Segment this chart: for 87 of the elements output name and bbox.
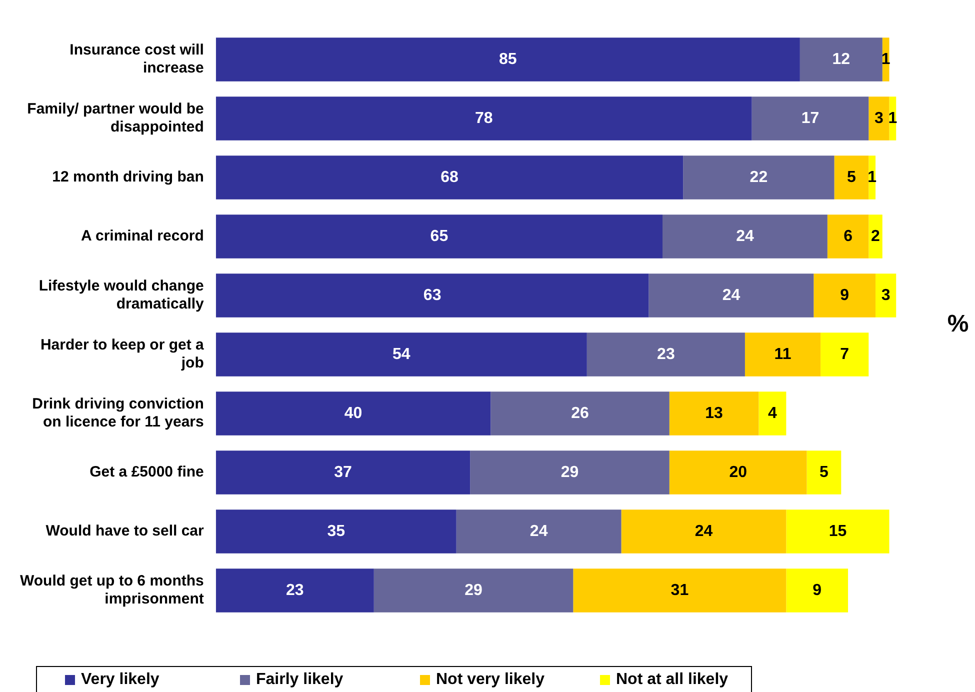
y-tick-label: Lifestyle would change dramatically (38, 278, 205, 313)
bar (573, 568, 786, 612)
data-label: 63 (423, 286, 442, 304)
data-label: 9 (812, 582, 822, 599)
y-tick-label: Would get up to 6 months imprisonment (20, 572, 204, 608)
data-label: 7 (840, 346, 850, 363)
y-tick-label: Drink driving conviction on licence for 11 years (32, 396, 204, 431)
bar (216, 450, 470, 494)
y-tick-label: Would have to sell car (46, 522, 204, 540)
bar (758, 392, 786, 436)
bar (216, 392, 491, 436)
bar (669, 392, 759, 436)
bar (216, 274, 649, 318)
data-label: 9 (840, 286, 850, 304)
data-label: 6 (844, 228, 853, 245)
bar (216, 214, 663, 258)
bar (662, 214, 828, 258)
data-label: 11 (774, 346, 792, 363)
data-label: 35 (327, 522, 346, 540)
data-label: 78 (474, 110, 493, 127)
bar (814, 274, 876, 318)
y-tick-label: A criminal record (81, 228, 204, 245)
bar (216, 156, 684, 200)
data-label: 65 (430, 228, 448, 245)
data-label: 4 (768, 404, 777, 422)
bar (683, 156, 834, 200)
y-tick-label: Family/ partner would be disappointed (27, 100, 204, 136)
data-label: 23 (286, 582, 304, 599)
bar (374, 568, 574, 612)
text: % (947, 310, 969, 338)
y-tick-label: Harder to keep or get a job (40, 336, 205, 372)
bar (621, 510, 786, 554)
legend-label: Not very likely (436, 670, 544, 688)
bar (834, 156, 869, 200)
bar (868, 214, 882, 258)
legend-label: Very likely (81, 670, 160, 688)
bar (216, 332, 587, 376)
bar (216, 96, 752, 140)
data-label: 15 (828, 522, 847, 540)
bar (786, 568, 848, 612)
bar (744, 332, 821, 376)
data-label: 3 (881, 286, 890, 304)
bar (827, 214, 869, 258)
bar (752, 96, 869, 140)
data-label: 24 (722, 286, 740, 304)
bar (868, 96, 890, 140)
data-label: 17 (801, 110, 820, 127)
bar (216, 568, 374, 612)
data-label: 2 (871, 228, 880, 245)
bar (876, 274, 896, 318)
data-label: 40 (344, 404, 362, 422)
data-label: 29 (464, 582, 483, 599)
bar (586, 332, 745, 376)
data-label: 5 (820, 464, 829, 481)
data-label: 13 (705, 404, 724, 422)
data-label: 68 (440, 168, 458, 186)
y-tick-label: 12 month driving ban (52, 168, 204, 186)
bar (490, 392, 670, 436)
data-label: 37 (334, 464, 352, 481)
data-label: 5 (847, 168, 856, 186)
data-label: 29 (560, 464, 579, 481)
bar (806, 450, 842, 494)
data-label: 12 (832, 50, 850, 68)
legend-label: Not at all likely (616, 670, 728, 688)
data-label: 54 (392, 346, 410, 363)
bar (216, 38, 800, 82)
bar (648, 274, 814, 318)
bar (820, 332, 869, 376)
y-tick-label: Get a £5000 fine (90, 464, 204, 481)
data-label: 24 (736, 228, 754, 245)
data-label: 3 (874, 110, 884, 127)
bar (669, 450, 807, 494)
data-label: 31 (670, 582, 689, 599)
data-label: 24 (694, 522, 713, 540)
data-label: 26 (571, 404, 590, 422)
data-label: 22 (750, 168, 768, 186)
bar (456, 510, 622, 554)
data-label: 23 (657, 346, 675, 363)
bar (786, 510, 890, 554)
data-label: 85 (499, 50, 517, 68)
bar (216, 510, 456, 554)
legend-label: Fairly likely (256, 670, 344, 688)
data-label: 20 (729, 464, 748, 481)
data-label: 24 (530, 522, 548, 540)
y-tick-label: Insurance cost will increase (70, 42, 204, 77)
bar (800, 38, 882, 82)
bar (470, 450, 670, 494)
